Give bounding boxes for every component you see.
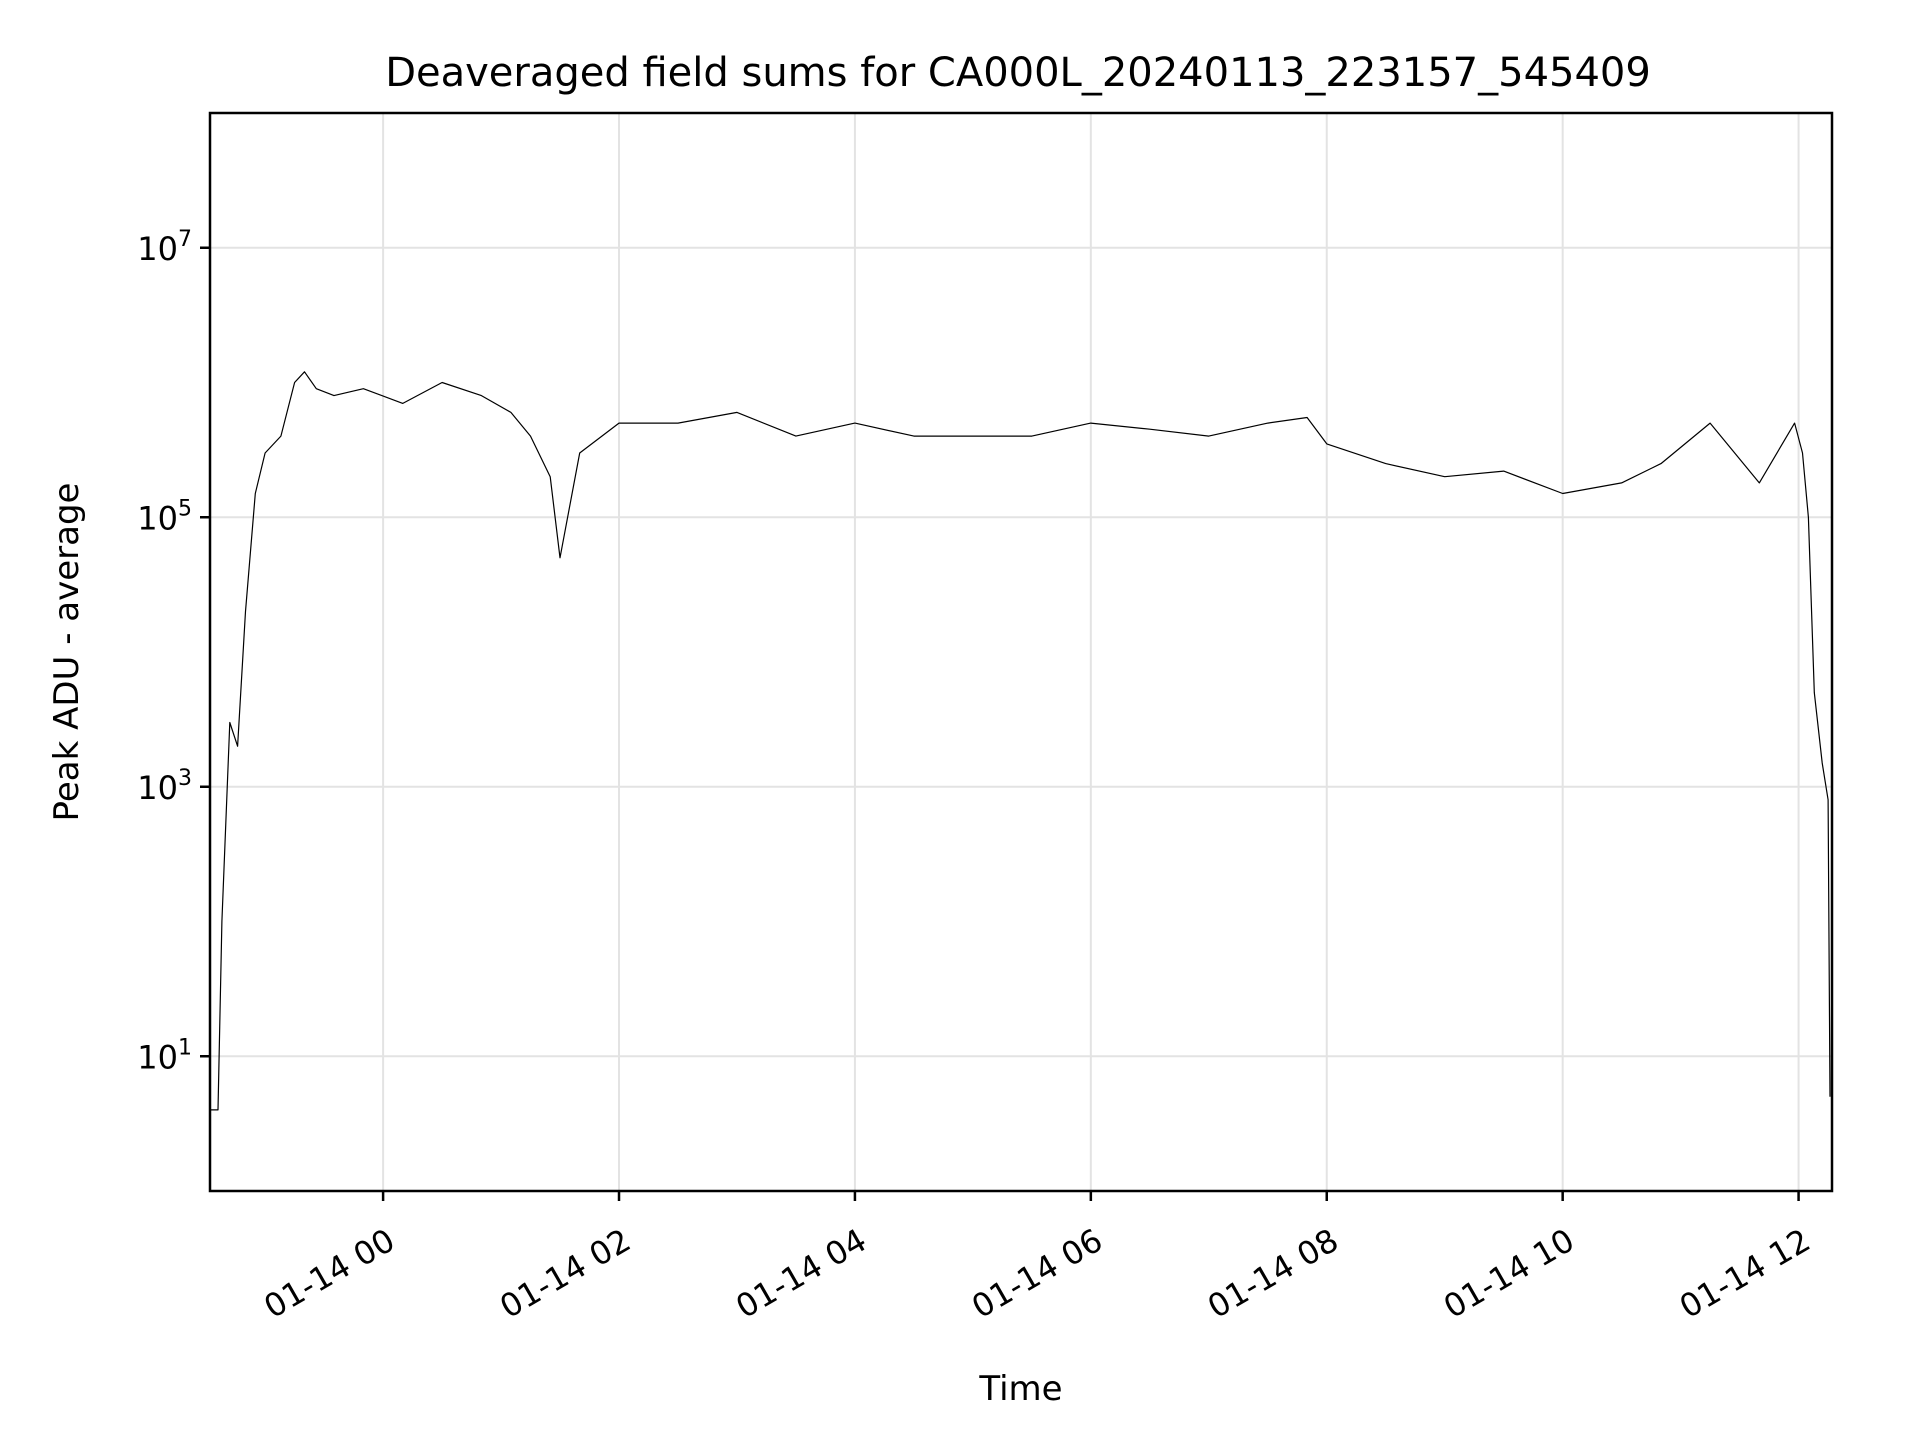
x-tick-label: 01-14 08 — [1201, 1221, 1345, 1326]
y-axis-title: Peak ADU - average — [47, 483, 87, 822]
series-line — [210, 371, 1831, 1111]
x-ticks: 01-14 00 01-14 02 01-14 04 01-14 06 01-14 08… — [258, 1191, 1817, 1326]
y-tick-label: 105 — [137, 496, 192, 537]
y-tick-label: 101 — [137, 1035, 192, 1076]
x-tick-label: 01-14 04 — [729, 1221, 873, 1326]
plot-series — [210, 371, 1831, 1111]
grid — [210, 113, 1832, 1191]
y-ticks: 101 103 105 107 — [137, 227, 210, 1076]
y-tick-label: 103 — [137, 766, 192, 807]
x-tick-label: 01-14 00 — [258, 1221, 402, 1326]
x-tick-label: 01-14 06 — [965, 1221, 1109, 1326]
x-axis-title: Time — [978, 1369, 1062, 1409]
chart-title: Deaveraged field sums for CA000L_2024011… — [385, 50, 1651, 96]
y-tick-label: 107 — [137, 227, 192, 268]
x-tick-label: 01-14 02 — [493, 1221, 637, 1326]
plot-frame — [208, 111, 1834, 1193]
x-tick-label: 01-14 10 — [1437, 1221, 1581, 1326]
x-tick-label: 01-14 12 — [1673, 1221, 1817, 1326]
